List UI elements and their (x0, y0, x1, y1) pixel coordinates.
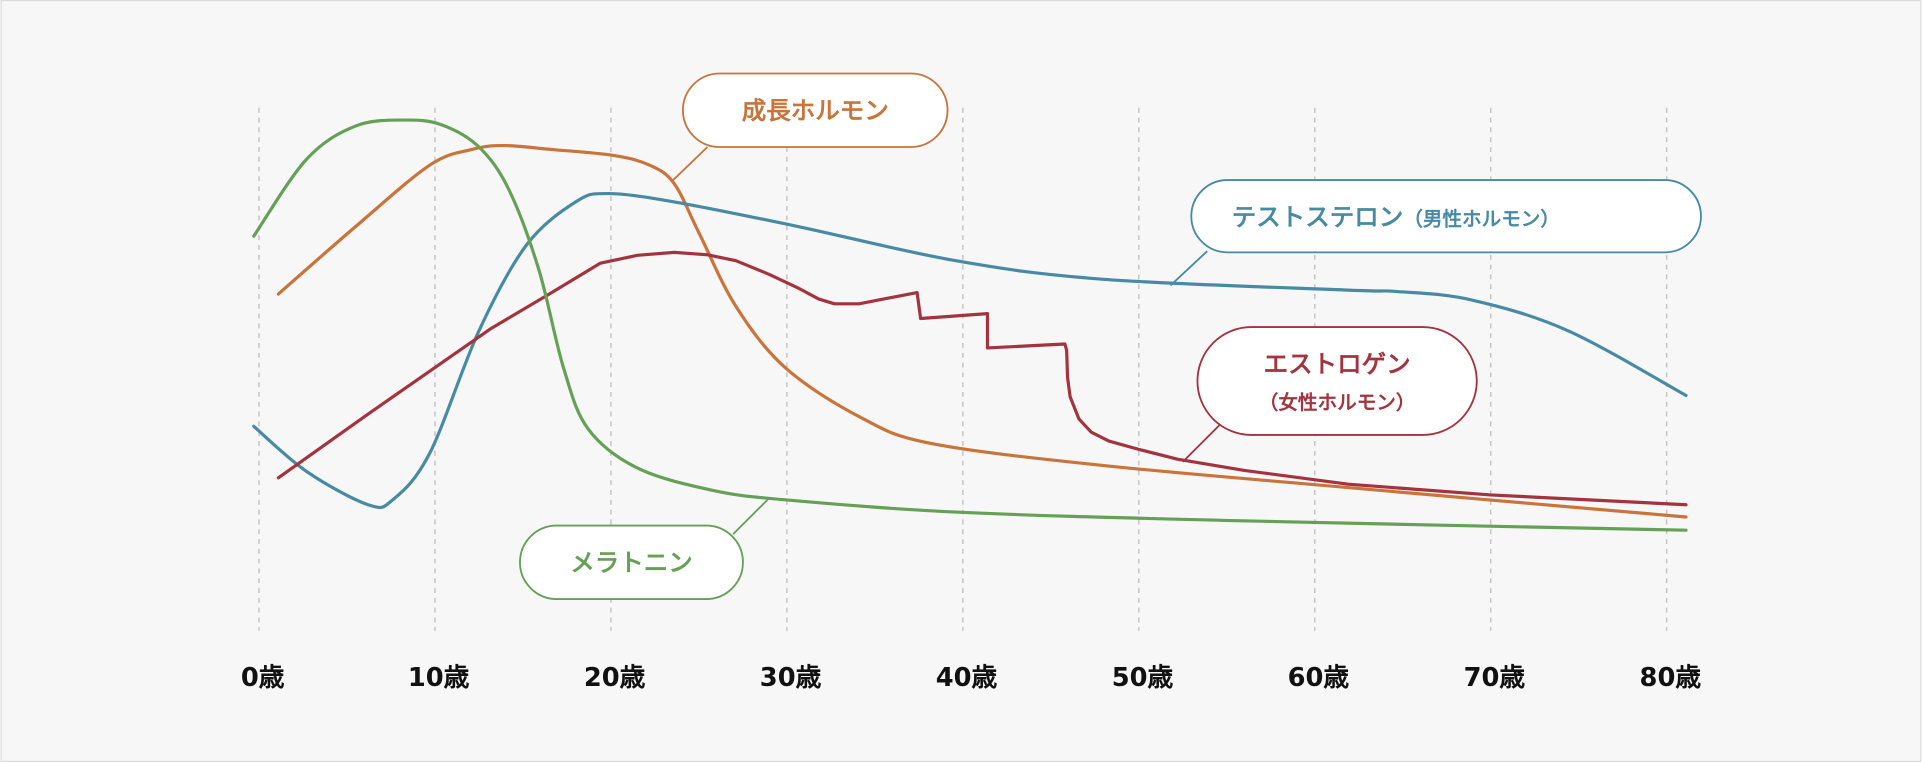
callout-box (681, 72, 949, 148)
x-tick-label: 40歳 (936, 663, 998, 693)
callout-estrogen: エストロゲン （女性ホルモン） (1182, 326, 1478, 463)
series-line-3 (252, 118, 1688, 532)
series-line-1 (252, 191, 1688, 510)
callout-melatonin: メラトニン (519, 497, 770, 600)
legend-label: メラトニン (570, 548, 693, 577)
callout-testosterone: テストステロン（男性ホルモン） (1169, 179, 1702, 287)
legend-label: 成長ホルモン (742, 96, 889, 125)
leader-line (732, 497, 770, 535)
series-line-2 (276, 250, 1688, 507)
x-tick-label: 30歳 (760, 663, 822, 693)
callout-box (1190, 179, 1702, 254)
x-tick-label: 60歳 (1288, 663, 1350, 693)
callout-growth-hormone: 成長ホルモン (671, 72, 949, 182)
legend-label: エストロゲン (1264, 349, 1411, 378)
x-axis: 0歳 10歳 20歳 30歳 40歳 50歳 60歳 70歳 80歳 (241, 663, 1701, 693)
callout-box (519, 524, 744, 600)
series-lines (252, 118, 1688, 532)
x-tick-label: 80歳 (1640, 663, 1702, 693)
x-tick-label: 70歳 (1464, 663, 1526, 693)
x-tick-label: 20歳 (584, 663, 646, 693)
legend-sublabel: （女性ホルモン） (1259, 391, 1416, 414)
leader-line (671, 146, 709, 182)
x-tick-label: 10歳 (408, 663, 470, 693)
x-tick-label: 50歳 (1112, 663, 1174, 693)
legend-sublabel: （男性ホルモン） (1403, 207, 1560, 230)
legend-label: テストステロン (1232, 202, 1404, 231)
leader-line (1182, 424, 1221, 463)
svg-text:テストステロン（男性ホルモン）: テストステロン（男性ホルモン） (1232, 202, 1560, 231)
x-tick-label: 0歳 (241, 663, 285, 693)
series-line-0 (276, 143, 1688, 519)
leader-line (1169, 250, 1208, 287)
callout-box (1196, 326, 1478, 436)
